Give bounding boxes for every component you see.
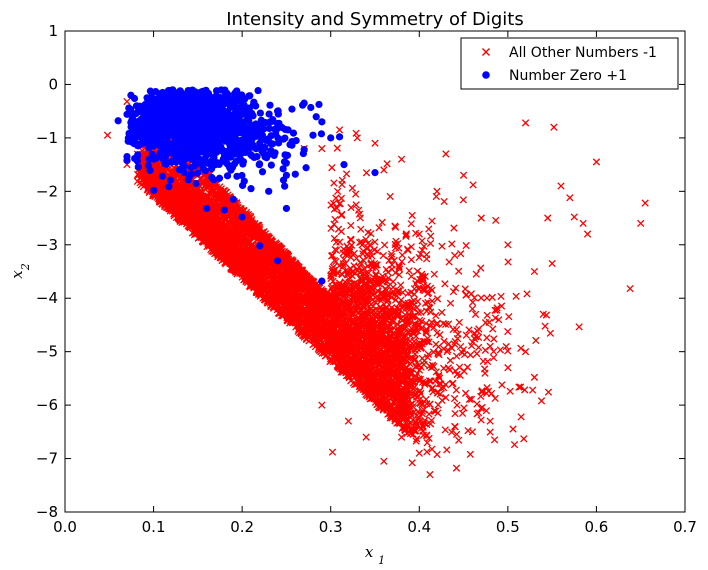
point-other-numbers [521, 386, 529, 394]
point-other-numbers [433, 329, 441, 337]
point-other-numbers [413, 342, 422, 350]
point-other-numbers [407, 345, 416, 353]
point-other-numbers [469, 181, 477, 189]
point-other-numbers [449, 287, 458, 296]
point-other-numbers [496, 346, 505, 354]
point-other-numbers [483, 311, 491, 320]
point-other-numbers [477, 294, 485, 302]
point-other-numbers [362, 169, 371, 177]
point-other-numbers [510, 440, 519, 449]
point-other-numbers [452, 386, 460, 394]
point-other-numbers [474, 343, 483, 352]
point-other-numbers [448, 240, 456, 248]
point-other-numbers [407, 272, 415, 281]
point-other-numbers [471, 310, 480, 319]
point-other-numbers [464, 426, 472, 435]
point-other-numbers [423, 448, 431, 456]
point-other-numbers [489, 325, 497, 333]
point-other-numbers [330, 234, 339, 243]
series-other-numbers [103, 97, 649, 479]
point-other-numbers [450, 394, 459, 403]
point-other-numbers [428, 297, 436, 305]
point-other-numbers [455, 318, 463, 327]
point-other-numbers [505, 312, 513, 321]
point-other-numbers [466, 351, 475, 359]
point-other-numbers [383, 160, 391, 168]
point-other-numbers [450, 224, 458, 232]
point-other-numbers [483, 294, 491, 302]
point-other-numbers [359, 250, 367, 258]
point-other-numbers [492, 216, 500, 225]
point-other-numbers [541, 322, 549, 330]
point-other-numbers [347, 221, 355, 230]
point-other-numbers [458, 409, 467, 418]
chart-title: Intensity and Symmetry of Digits [226, 9, 524, 30]
point-other-numbers [516, 383, 525, 391]
point-other-numbers [333, 187, 342, 196]
point-other-numbers [342, 170, 351, 178]
point-other-numbers [422, 319, 430, 328]
point-other-numbers [462, 331, 471, 339]
point-other-numbers [418, 246, 426, 254]
point-other-numbers [345, 248, 354, 256]
point-other-numbers [440, 337, 448, 346]
point-other-numbers [465, 326, 473, 334]
point-other-numbers [473, 327, 482, 335]
point-other-numbers [378, 218, 386, 227]
point-other-numbers [460, 404, 468, 412]
point-other-numbers [546, 329, 555, 337]
point-other-numbers [451, 409, 459, 418]
point-other-numbers [433, 295, 442, 303]
point-other-numbers [432, 311, 440, 320]
point-other-numbers [441, 280, 449, 288]
point-other-numbers [504, 258, 512, 266]
point-other-numbers [461, 389, 470, 397]
point-other-numbers [441, 320, 450, 329]
point-other-numbers [498, 381, 506, 389]
point-other-numbers [517, 344, 525, 352]
point-other-numbers [428, 445, 436, 453]
point-other-numbers [493, 304, 501, 312]
point-other-numbers [413, 435, 421, 443]
point-other-numbers [387, 253, 396, 261]
point-other-numbers [425, 377, 434, 385]
point-other-numbers [483, 334, 491, 342]
point-other-numbers [515, 383, 523, 391]
point-other-numbers [350, 279, 359, 287]
point-other-numbers [512, 292, 520, 300]
point-other-numbers [333, 204, 341, 212]
point-other-numbers [452, 284, 460, 292]
point-other-numbers [356, 238, 364, 247]
point-other-numbers [575, 323, 583, 331]
point-other-numbers [445, 366, 454, 374]
point-other-numbers [402, 232, 410, 240]
point-other-numbers [360, 265, 368, 273]
point-other-numbers [435, 379, 444, 388]
point-other-numbers [477, 264, 485, 272]
point-other-numbers [391, 269, 400, 277]
point-other-numbers [502, 342, 510, 351]
point-other-numbers [357, 225, 365, 233]
point-other-numbers [420, 242, 428, 251]
point-other-numbers [352, 190, 360, 198]
point-other-numbers [395, 299, 404, 308]
point-other-numbers [435, 351, 443, 359]
point-other-numbers [455, 436, 463, 444]
point-other-numbers [407, 256, 416, 264]
point-other-numbers [440, 364, 448, 372]
point-other-numbers [341, 278, 349, 286]
point-other-numbers [327, 224, 335, 233]
point-other-numbers [405, 267, 413, 275]
data-layer [103, 86, 649, 479]
point-other-numbers [544, 388, 553, 396]
point-other-numbers [434, 409, 442, 417]
point-other-numbers [422, 327, 430, 336]
point-other-numbers [465, 395, 474, 403]
point-other-numbers [436, 390, 444, 398]
point-other-numbers [459, 196, 467, 204]
point-other-numbers [438, 308, 446, 317]
point-other-numbers [328, 163, 336, 172]
point-other-numbers [395, 263, 403, 271]
